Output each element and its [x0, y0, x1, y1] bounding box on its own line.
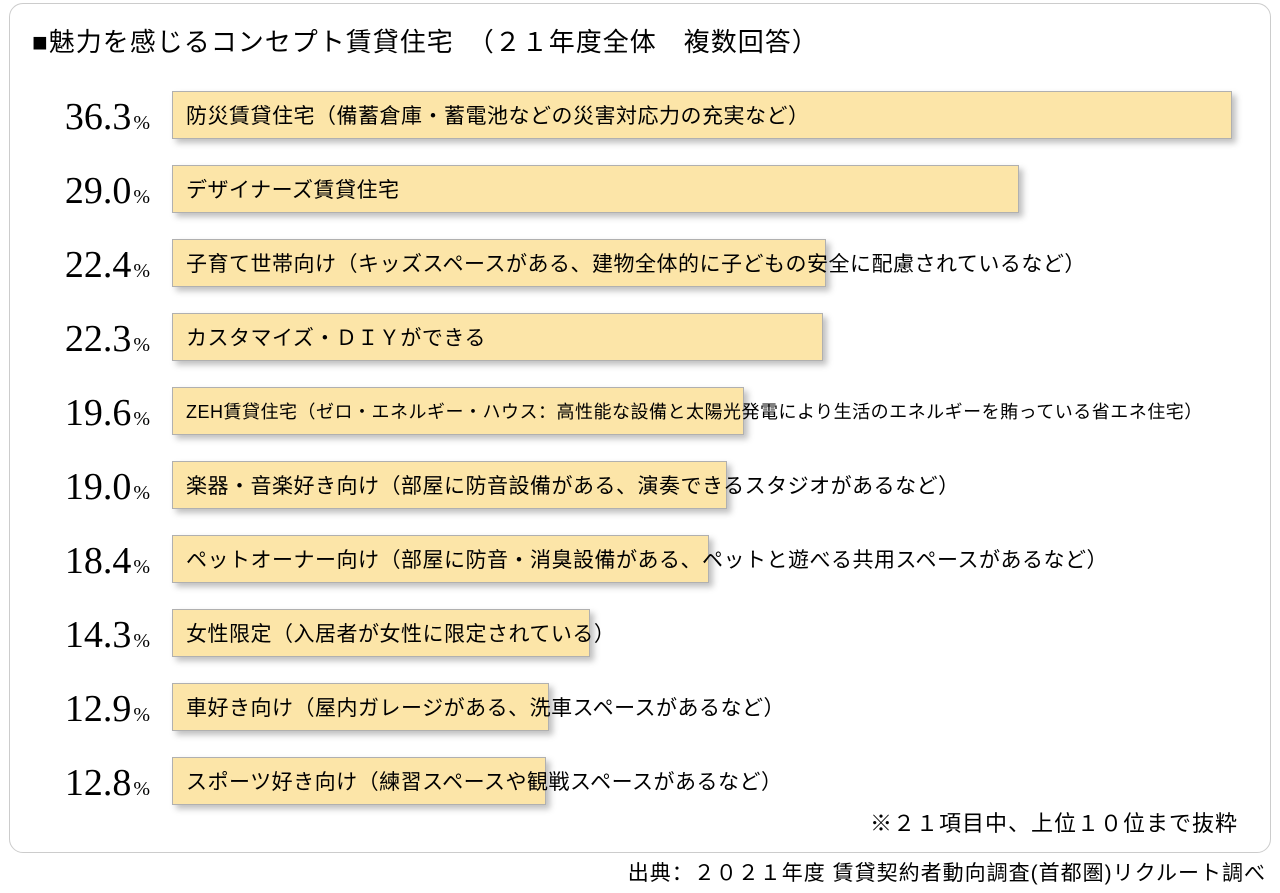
bar-label: 防災賃貸住宅（備蓄倉庫・蓄電池などの災害対応力の充実など） — [186, 91, 810, 139]
bar-label: 楽器・音楽好き向け（部屋に防音設備がある、演奏できるスタジオがあるなど） — [186, 461, 960, 509]
bar-wrap: カスタマイズ・ＤＩＹができる — [172, 313, 1242, 365]
bar-label: スポーツ好き向け（練習スペースや観戦スペースがあるなど） — [186, 757, 783, 805]
bar-percentage: 18.4% — [52, 539, 172, 583]
bar-row: 19.0% 楽器・音楽好き向け（部屋に防音設備がある、演奏できるスタジオがあるなど… — [52, 461, 1242, 513]
pct-sign: % — [133, 556, 150, 578]
bar-row: 14.3% 女性限定（入居者が女性に限定されている） — [52, 609, 1242, 661]
bar-wrap: 女性限定（入居者が女性に限定されている） — [172, 609, 1242, 661]
chart-source: 出典：２０２１年度 賃貸契約者動向調査(首都圏)リクルート調べ — [628, 857, 1266, 887]
pct-sign: % — [133, 704, 150, 726]
bar-wrap: ペットオーナー向け（部屋に防音・消臭設備がある、ペットと遊べる共用スペースがある… — [172, 535, 1242, 587]
bar-row: 22.4% 子育て世帯向け（キッズスペースがある、建物全体的に子どもの安全に配慮さ… — [52, 239, 1242, 291]
chart-note: ※２１項目中、上位１０位まで抜粋 — [870, 806, 1238, 838]
bar-percentage: 22.3% — [52, 317, 172, 361]
bar-label: 子育て世帯向け（キッズスペースがある、建物全体的に子どもの安全に配慮されているな… — [186, 239, 1086, 287]
pct-number: 22.3 — [65, 318, 132, 360]
chart-title: ■魅力を感じるコンセプト賃貸住宅 （２１年度全体 複数回答） — [32, 22, 1242, 59]
pct-sign: % — [133, 408, 150, 430]
bar-percentage: 19.0% — [52, 465, 172, 509]
bar-label: ZEH賃貸住宅（ゼロ・エネルギー・ハウス：高性能な設備と太陽光発電により生活のエ… — [186, 387, 1203, 435]
bar-row: 29.0% デザイナーズ賃貸住宅 — [52, 165, 1242, 217]
pct-number: 22.4 — [65, 244, 132, 286]
bar-percentage: 36.3% — [52, 95, 172, 139]
bar-row: 22.3% カスタマイズ・ＤＩＹができる — [52, 313, 1242, 365]
pct-number: 12.8 — [65, 762, 132, 804]
pct-number: 29.0 — [65, 170, 132, 212]
bar-label: 女性限定（入居者が女性に限定されている） — [186, 609, 615, 657]
bar-percentage: 12.9% — [52, 687, 172, 731]
bar-wrap: 子育て世帯向け（キッズスペースがある、建物全体的に子どもの安全に配慮されているな… — [172, 239, 1242, 291]
pct-sign: % — [133, 186, 150, 208]
pct-sign: % — [133, 630, 150, 652]
bar-row: 12.9% 車好き向け（屋内ガレージがある、洗車スペースがあるなど） — [52, 683, 1242, 735]
pct-number: 19.6 — [65, 392, 132, 434]
bar-label: カスタマイズ・ＤＩＹができる — [186, 313, 486, 361]
bar-percentage: 22.4% — [52, 243, 172, 287]
bar-percentage: 29.0% — [52, 169, 172, 213]
bar-row: 36.3% 防災賃貸住宅（備蓄倉庫・蓄電池などの災害対応力の充実など） — [52, 91, 1242, 143]
pct-sign: % — [133, 778, 150, 800]
bar-label: デザイナーズ賃貸住宅 — [186, 165, 400, 213]
chart-rows: 36.3% 防災賃貸住宅（備蓄倉庫・蓄電池などの災害対応力の充実など） 29.0% デ… — [32, 91, 1242, 809]
bar-percentage: 14.3% — [52, 613, 172, 657]
bar-wrap: 防災賃貸住宅（備蓄倉庫・蓄電池などの災害対応力の充実など） — [172, 91, 1242, 143]
bar-wrap: デザイナーズ賃貸住宅 — [172, 165, 1242, 217]
pct-sign: % — [133, 482, 150, 504]
pct-number: 19.0 — [65, 466, 132, 508]
pct-number: 14.3 — [65, 614, 132, 656]
pct-number: 12.9 — [65, 688, 132, 730]
bar-percentage: 19.6% — [52, 391, 172, 435]
pct-sign: % — [133, 334, 150, 356]
bar-wrap: ZEH賃貸住宅（ゼロ・エネルギー・ハウス：高性能な設備と太陽光発電により生活のエ… — [172, 387, 1242, 439]
bar-wrap: 楽器・音楽好き向け（部屋に防音設備がある、演奏できるスタジオがあるなど） — [172, 461, 1242, 513]
bar-row: 18.4% ペットオーナー向け（部屋に防音・消臭設備がある、ペットと遊べる共用スペ… — [52, 535, 1242, 587]
bar-label: ペットオーナー向け（部屋に防音・消臭設備がある、ペットと遊べる共用スペースがある… — [186, 535, 1108, 583]
bar-row: 19.6% ZEH賃貸住宅（ゼロ・エネルギー・ハウス：高性能な設備と太陽光発電によ… — [52, 387, 1242, 439]
pct-sign: % — [133, 112, 150, 134]
bar-row: 12.8% スポーツ好き向け（練習スペースや観戦スペースがあるなど） — [52, 757, 1242, 809]
bar-percentage: 12.8% — [52, 761, 172, 805]
pct-number: 36.3 — [65, 96, 132, 138]
bar-wrap: スポーツ好き向け（練習スペースや観戦スペースがあるなど） — [172, 757, 1242, 809]
bar-wrap: 車好き向け（屋内ガレージがある、洗車スペースがあるなど） — [172, 683, 1242, 735]
chart-container: ■魅力を感じるコンセプト賃貸住宅 （２１年度全体 複数回答） 36.3% 防災賃貸… — [9, 3, 1271, 853]
bar-label: 車好き向け（屋内ガレージがある、洗車スペースがあるなど） — [186, 683, 785, 731]
pct-sign: % — [133, 260, 150, 282]
pct-number: 18.4 — [65, 540, 132, 582]
